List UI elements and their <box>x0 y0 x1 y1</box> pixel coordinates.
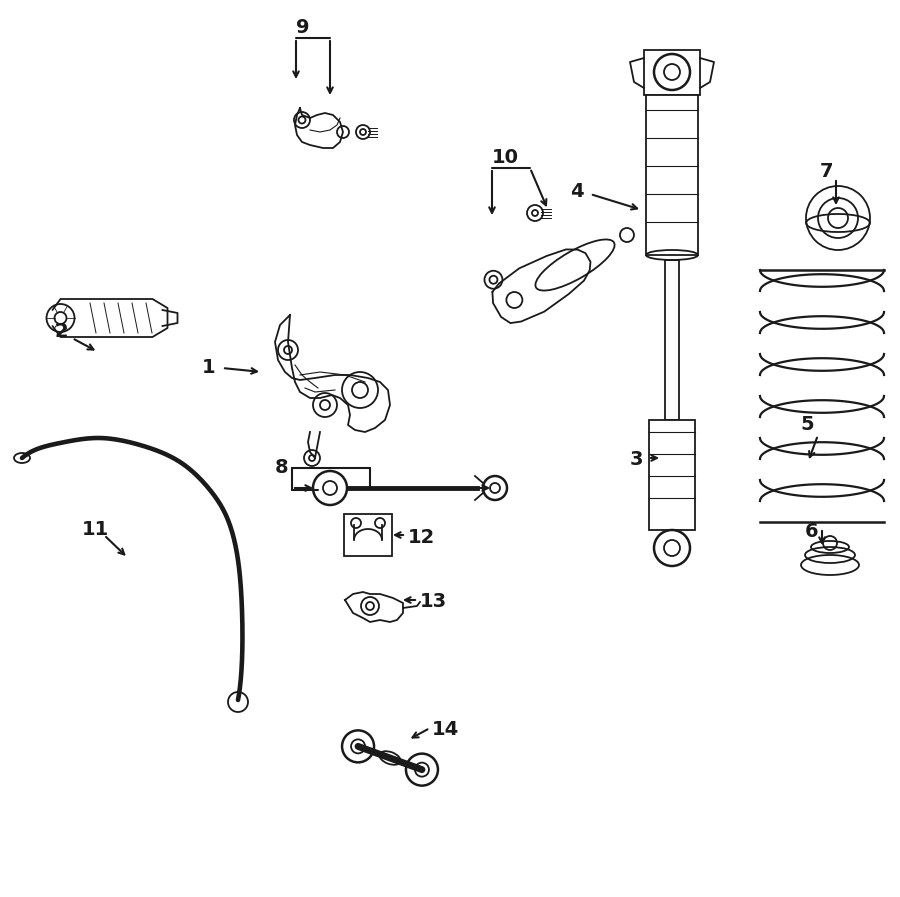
Bar <box>644 50 700 95</box>
Text: 8: 8 <box>275 458 289 477</box>
Text: 13: 13 <box>420 592 447 611</box>
Bar <box>344 514 392 556</box>
Bar <box>649 420 695 530</box>
Text: 12: 12 <box>408 528 436 547</box>
Text: 11: 11 <box>82 520 109 539</box>
Text: 1: 1 <box>202 358 216 377</box>
Text: 6: 6 <box>805 522 819 541</box>
Text: 2: 2 <box>55 322 68 341</box>
Text: 14: 14 <box>432 720 459 739</box>
Polygon shape <box>492 249 590 323</box>
Text: 5: 5 <box>800 415 814 434</box>
Polygon shape <box>345 592 403 622</box>
Text: 9: 9 <box>296 18 310 37</box>
Text: 10: 10 <box>492 148 519 167</box>
Polygon shape <box>275 315 390 432</box>
Bar <box>665 260 679 420</box>
Text: 3: 3 <box>630 450 644 469</box>
Polygon shape <box>295 108 343 148</box>
Bar <box>646 95 698 255</box>
Text: 7: 7 <box>820 162 833 181</box>
Polygon shape <box>52 299 167 337</box>
Text: 4: 4 <box>570 182 583 201</box>
